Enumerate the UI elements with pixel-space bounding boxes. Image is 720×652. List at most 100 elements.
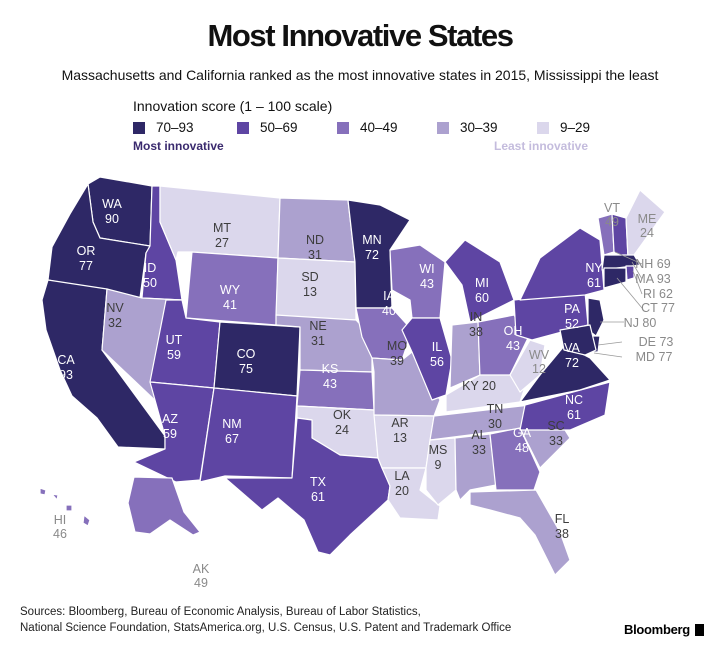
legend-swatch [537, 122, 549, 134]
state-label-mi: MI [475, 276, 489, 290]
state-label-ms: MS [429, 443, 448, 457]
state-score-nc: 61 [567, 408, 581, 422]
state-score-nm: 67 [225, 432, 239, 446]
state-score-az: 59 [163, 427, 177, 441]
state-ct [603, 267, 627, 289]
state-label-ks: KS [322, 362, 339, 376]
chart-subtitle: Massachusetts and California ranked as t… [61, 67, 659, 83]
state-label-nh: NH 69 [635, 257, 670, 271]
legend-swatch [237, 122, 249, 134]
state-score-nv: 32 [108, 316, 122, 330]
state-label-ok: OK [333, 408, 352, 422]
state-score-ar: 13 [393, 431, 407, 445]
legend-least-innovative: Least innovative [494, 139, 589, 153]
state-label-ut: UT [166, 333, 183, 347]
bloomberg-logo: Bloomberg [624, 622, 690, 637]
state-fl [469, 489, 571, 576]
state-nj [587, 297, 605, 337]
state-ak [127, 476, 201, 536]
legend-swatch [133, 122, 145, 134]
state-label-nc: NC [565, 393, 583, 407]
state-label-az: AZ [162, 412, 178, 426]
state-ri [625, 265, 635, 281]
state-hi [39, 487, 91, 527]
state-label-wv: WV [529, 348, 550, 362]
state-label-la: LA [394, 469, 410, 483]
state-wv [509, 339, 546, 393]
state-score-il: 56 [430, 355, 444, 369]
state-score-ca: 93 [59, 368, 73, 382]
state-label-nv: NV [106, 301, 124, 315]
state-label-ar: AR [391, 416, 408, 430]
state-label-ak: AK [193, 562, 210, 576]
state-mo [371, 351, 441, 417]
state-ny [519, 227, 605, 301]
state-score-tx: 61 [311, 490, 325, 504]
legend-label: 30–39 [460, 120, 498, 135]
state-score-ms: 9 [435, 458, 442, 472]
state-label-wy: WY [220, 283, 241, 297]
state-score-ny: 61 [587, 276, 601, 290]
state-ga [489, 427, 541, 491]
state-score-mo: 39 [390, 354, 404, 368]
state-score-ak: 49 [194, 576, 208, 590]
state-label-vt: VT [604, 201, 620, 215]
state-label-mt: MT [213, 221, 231, 235]
state-score-id: 50 [143, 276, 157, 290]
bloomberg-logo-mark [695, 624, 704, 636]
state-score-mt: 27 [215, 236, 229, 250]
state-score-me: 24 [640, 226, 654, 240]
state-tx [224, 417, 391, 556]
state-score-va: 72 [565, 356, 579, 370]
legend-label: 70–93 [156, 120, 194, 135]
state-md [559, 324, 597, 356]
state-label-me: ME [638, 212, 657, 226]
state-label-va: VA [564, 341, 580, 355]
state-score-hi: 46 [53, 527, 67, 541]
leader-line-nh [614, 251, 643, 265]
state-score-in: 38 [469, 325, 483, 339]
state-score-wa: 90 [105, 212, 119, 226]
state-score-wv: 12 [532, 362, 546, 376]
state-score-ks: 43 [323, 377, 337, 391]
state-score-la: 20 [395, 484, 409, 498]
leader-line-ri [632, 270, 643, 295]
state-score-ga: 48 [515, 441, 529, 455]
state-co [213, 321, 301, 397]
state-score-sd: 13 [303, 285, 317, 299]
legend-label: 40–49 [360, 120, 398, 135]
state-label-de: DE 73 [639, 335, 674, 349]
state-label-sd: SD [301, 270, 318, 284]
state-il [401, 317, 453, 401]
state-la [381, 467, 441, 521]
state-score-ok: 24 [335, 423, 349, 437]
leader-line-ma [631, 261, 643, 280]
chart-title: Most Innovative States [207, 18, 514, 53]
state-label-sc: SC [547, 419, 564, 433]
state-label-ca: CA [57, 353, 75, 367]
state-score-mn: 72 [365, 248, 379, 262]
state-score-wi: 43 [420, 277, 434, 291]
legend-swatch [337, 122, 349, 134]
legend-label: 9–29 [560, 120, 591, 135]
state-label-il: IL [432, 340, 442, 354]
legend-title: Innovation score (1 – 100 scale) [133, 98, 333, 114]
state-label-nd: ND [306, 233, 324, 247]
leader-line-de [597, 341, 623, 346]
state-label-ct: CT 77 [641, 301, 675, 315]
state-label-ky: KY 20 [462, 379, 496, 393]
state-label-tn: TN [487, 402, 504, 416]
state-nc [519, 381, 611, 431]
state-label-co: CO [237, 347, 256, 361]
sources-line: Sources: Bloomberg, Bureau of Economic A… [20, 606, 421, 618]
state-label-mo: MO [387, 339, 407, 353]
legend-swatch [437, 122, 449, 134]
legend-most-innovative: Most innovative [133, 139, 224, 153]
state-or [47, 183, 151, 299]
state-score-vt: 49 [605, 215, 619, 229]
state-score-tn: 30 [488, 417, 502, 431]
state-wi [389, 244, 446, 319]
state-label-wi: WI [419, 262, 434, 276]
legend-label: 50–69 [260, 120, 298, 135]
state-score-mi: 60 [475, 291, 489, 305]
